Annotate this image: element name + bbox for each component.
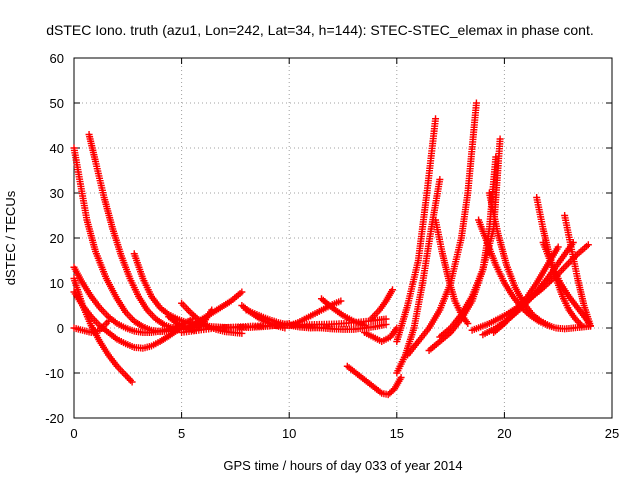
- y-axis-label: dSTEC / TECUs: [3, 190, 18, 285]
- x-axis-label: GPS time / hours of day 033 of year 2014: [223, 458, 462, 473]
- data-point-marker: [569, 239, 577, 246]
- x-tick-label: 10: [282, 426, 296, 441]
- series-10: [184, 288, 246, 332]
- data-point-marker: [496, 135, 504, 143]
- series-31: [468, 241, 592, 334]
- data-point-marker: [238, 288, 246, 296]
- y-tick-label: 50: [50, 96, 64, 111]
- x-tick-label: 25: [605, 426, 619, 441]
- data-point-marker: [584, 241, 592, 249]
- data-point-marker: [586, 322, 594, 330]
- data-point-marker: [104, 317, 112, 325]
- y-tick-label: 0: [57, 321, 64, 336]
- series-6: [70, 317, 112, 336]
- data-point-marker: [128, 378, 136, 386]
- data-point-marker: [382, 320, 390, 328]
- data-point-marker: [507, 313, 515, 321]
- data-point-marker: [472, 99, 480, 107]
- y-tick-label: 20: [50, 231, 64, 246]
- series-19: [367, 286, 396, 323]
- data-point-marker: [238, 329, 246, 337]
- data-point-marker: [554, 243, 562, 251]
- data-point-marker: [397, 374, 405, 381]
- y-tick-label: -10: [45, 366, 64, 381]
- x-tick-label: 20: [497, 426, 511, 441]
- data-point-marker: [464, 320, 472, 327]
- data-point-marker: [123, 373, 131, 381]
- grid-lines: [74, 58, 612, 418]
- series-25: [432, 216, 472, 327]
- data-point-marker: [337, 297, 345, 305]
- chart-title: dSTEC Iono. truth (azu1, Lon=242, Lat=34…: [46, 22, 593, 38]
- data-point-marker: [173, 326, 181, 334]
- x-tick-label: 0: [70, 426, 77, 441]
- data-point-marker: [126, 376, 134, 384]
- data-point-marker: [436, 176, 444, 183]
- y-tick-label: 40: [50, 141, 64, 156]
- series-5: [70, 288, 181, 352]
- data-point-marker: [502, 318, 510, 326]
- y-tick-label: 10: [50, 276, 64, 291]
- series-20: [393, 176, 444, 377]
- data-point-marker: [432, 115, 440, 123]
- y-tick-label: -20: [45, 411, 64, 426]
- y-tick-label: 60: [50, 51, 64, 66]
- axis-ticks: 0 5 10 15 20 25 -20 -10 0 10 20 30 40 50 60: [45, 51, 619, 441]
- series-2: [85, 131, 194, 333]
- data-point-marker: [500, 320, 508, 327]
- data-point-marker: [125, 375, 133, 383]
- series-16: [296, 320, 390, 333]
- data-point-marker: [510, 310, 518, 318]
- data-points: [70, 99, 594, 399]
- series-1: [70, 144, 199, 336]
- data-point-marker: [503, 316, 511, 324]
- x-tick-label: 5: [178, 426, 185, 441]
- series-17: [343, 362, 405, 399]
- data-point-marker: [505, 315, 513, 323]
- series-18: [361, 324, 401, 345]
- y-tick-label: 30: [50, 186, 64, 201]
- data-point-marker: [388, 286, 396, 294]
- x-tick-label: 15: [390, 426, 404, 441]
- data-point-marker: [575, 318, 583, 326]
- series-33: [490, 243, 562, 336]
- data-point-marker: [546, 322, 554, 330]
- data-point-marker: [578, 322, 586, 330]
- data-point-marker: [508, 311, 516, 319]
- series-21: [393, 115, 440, 345]
